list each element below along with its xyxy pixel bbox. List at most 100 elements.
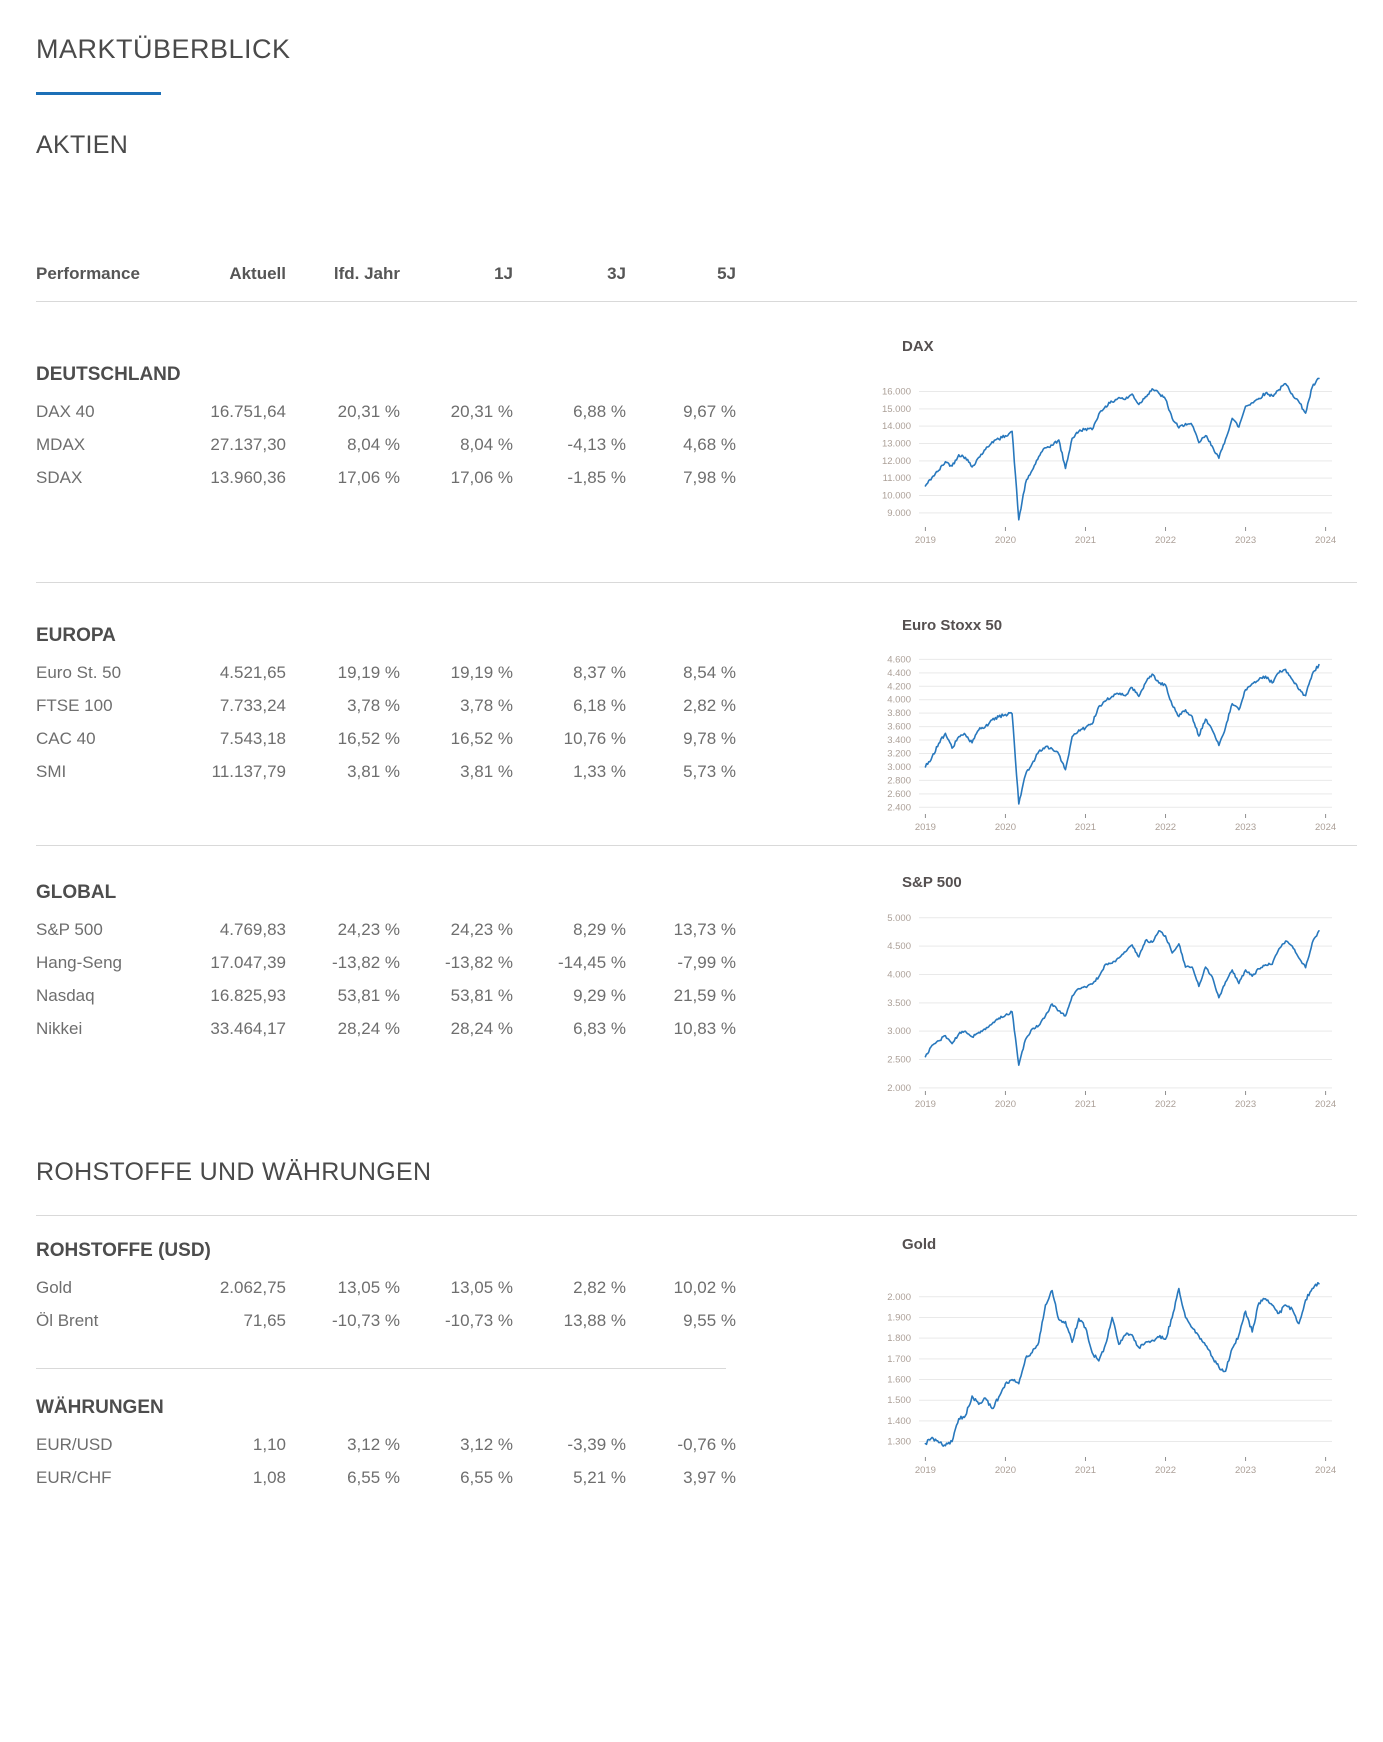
svg-text:2023: 2023 <box>1235 535 1256 546</box>
cell-1j: 24,23 % <box>450 920 513 939</box>
svg-text:2.800: 2.800 <box>887 775 911 786</box>
svg-text:2022: 2022 <box>1155 1465 1176 1476</box>
section-title-deutschland: DEUTSCHLAND <box>36 364 181 385</box>
chart-canvas-sp500: 5.000 4.500 4.000 3.500 3.000 2.500 2.000 2019 2… <box>794 903 1357 1115</box>
row-label: DAX 40 <box>36 402 95 421</box>
cell-aktuell: 1,10 <box>252 1435 286 1454</box>
svg-text:2021: 2021 <box>1075 1099 1096 1110</box>
svg-text:4.500: 4.500 <box>887 941 911 952</box>
cell-aktuell: 4.769,83 <box>219 920 286 939</box>
row-label: Öl Brent <box>36 1311 99 1330</box>
cell-lfd-jahr: 3,81 % <box>347 762 400 781</box>
svg-text:2021: 2021 <box>1075 822 1096 833</box>
col-header-1j: 1J <box>494 264 513 283</box>
svg-text:2019: 2019 <box>915 535 936 546</box>
cell-3j: 6,18 % <box>573 696 626 715</box>
chart-canvas-dax: 16.000 15.000 14.000 13.000 12.000 11.000 10.0… <box>794 367 1357 551</box>
svg-text:4.600: 4.600 <box>887 654 911 665</box>
cell-3j: 5,21 % <box>573 1468 626 1487</box>
cell-lfd-jahr: 6,55 % <box>347 1468 400 1487</box>
cell-5j: 3,97 % <box>683 1468 736 1487</box>
table-row: DAX 40 16.751,64 20,31 % 20,31 % 6,88 % … <box>36 402 736 435</box>
cell-lfd-jahr: 19,19 % <box>337 663 400 682</box>
cell-3j: 8,29 % <box>573 920 626 939</box>
page-title: MARKTÜBERBLICK <box>36 34 291 64</box>
svg-text:2019: 2019 <box>915 1099 936 1110</box>
cell-1j: -10,73 % <box>444 1311 513 1330</box>
cell-lfd-jahr: -10,73 % <box>331 1311 400 1330</box>
svg-text:3.500: 3.500 <box>887 998 911 1009</box>
cell-aktuell: 7.733,24 <box>219 696 286 715</box>
svg-text:2020: 2020 <box>995 535 1016 546</box>
row-label: FTSE 100 <box>36 696 113 715</box>
table-row: FTSE 100 7.733,24 3,78 % 3,78 % 6,18 % 2… <box>36 696 736 729</box>
svg-text:4.000: 4.000 <box>887 969 911 980</box>
table-row: Euro St. 50 4.521,65 19,19 % 19,19 % 8,3… <box>36 663 736 696</box>
cell-5j: 2,82 % <box>683 696 736 715</box>
svg-text:4.000: 4.000 <box>887 695 911 706</box>
cell-1j: 20,31 % <box>450 402 513 421</box>
cell-3j: 13,88 % <box>563 1311 626 1330</box>
divider <box>36 582 1357 583</box>
sp500-chart: S&P 500 5.000 4.500 4.000 3.500 3.000 2.500 2.… <box>794 846 1357 1124</box>
cell-1j: 17,06 % <box>450 468 513 487</box>
section-title-waehrungen: WÄHRUNGEN <box>36 1397 164 1418</box>
col-header-aktuell: Aktuell <box>229 264 286 283</box>
cell-lfd-jahr: 13,05 % <box>337 1278 400 1297</box>
divider <box>36 1368 726 1369</box>
table-row: EUR/USD 1,10 3,12 % 3,12 % -3,39 % -0,76… <box>36 1435 736 1468</box>
cell-3j: 1,33 % <box>573 762 626 781</box>
cell-aktuell: 71,65 <box>243 1311 286 1330</box>
svg-text:2.600: 2.600 <box>887 789 911 800</box>
cell-aktuell: 13.960,36 <box>210 468 286 487</box>
cell-lfd-jahr: 53,81 % <box>337 986 400 1005</box>
svg-text:1.500: 1.500 <box>887 1395 911 1406</box>
svg-text:2020: 2020 <box>995 822 1016 833</box>
cell-1j: 3,78 % <box>460 696 513 715</box>
cell-5j: 9,55 % <box>683 1311 736 1330</box>
table-row: MDAX 27.137,30 8,04 % 8,04 % -4,13 % 4,6… <box>36 435 736 468</box>
aktien-heading: AKTIEN <box>36 131 129 159</box>
svg-text:2019: 2019 <box>915 822 936 833</box>
svg-text:2022: 2022 <box>1155 822 1176 833</box>
cell-1j: 8,04 % <box>460 435 513 454</box>
col-header-lfd-jahr: lfd. Jahr <box>333 264 400 283</box>
gold-chart: Gold 2.000 1.900 1.800 1.700 1.600 1.500 1.400… <box>794 1216 1357 1702</box>
col-header-5j: 5J <box>717 264 736 283</box>
svg-text:9.000: 9.000 <box>887 508 911 519</box>
svg-text:1.700: 1.700 <box>887 1354 911 1365</box>
cell-3j: -14,45 % <box>557 953 626 972</box>
col-header-performance: Performance <box>36 264 140 283</box>
svg-text:15.000: 15.000 <box>882 404 911 415</box>
row-label: SMI <box>36 762 67 781</box>
band-rohstoffe-waehrungen: ROHSTOFFE (USD) Gold 2.062,75 13,05 % 13… <box>36 1216 1357 1702</box>
svg-text:5.000: 5.000 <box>887 913 911 924</box>
svg-text:1.600: 1.600 <box>887 1375 911 1386</box>
cell-3j: -1,85 % <box>567 468 626 487</box>
col-header-3j: 3J <box>607 264 626 283</box>
cell-1j: 6,55 % <box>460 1468 513 1487</box>
svg-text:12.000: 12.000 <box>882 456 911 467</box>
svg-text:2.000: 2.000 <box>887 1083 911 1094</box>
svg-text:10.000: 10.000 <box>882 491 911 502</box>
band-europa: EUROPA Euro St. 50 4.521,65 19,19 % 19,1… <box>36 583 1357 845</box>
svg-text:2021: 2021 <box>1075 1465 1096 1476</box>
table-row: Gold 2.062,75 13,05 % 13,05 % 2,82 % 10,… <box>36 1278 736 1311</box>
row-label: Hang-Seng <box>36 953 123 972</box>
row-label: SDAX <box>36 468 83 487</box>
svg-text:3.600: 3.600 <box>887 722 911 733</box>
chart-canvas-eurostoxx: 4.600 4.400 4.200 4.000 3.800 3.600 3.400 3.200… <box>794 646 1357 838</box>
cell-5j: -0,76 % <box>677 1435 736 1454</box>
cell-aktuell: 1,08 <box>252 1468 286 1487</box>
svg-text:1.400: 1.400 <box>887 1416 911 1427</box>
table-row: Öl Brent 71,65 -10,73 % -10,73 % 13,88 %… <box>36 1311 736 1344</box>
table-row: SMI 11.137,79 3,81 % 3,81 % 1,33 % 5,73 … <box>36 762 736 795</box>
svg-text:3.400: 3.400 <box>887 735 911 746</box>
svg-text:2024: 2024 <box>1315 822 1336 833</box>
cell-5j: 10,83 % <box>673 1019 736 1038</box>
divider <box>36 1215 1357 1216</box>
svg-text:2023: 2023 <box>1235 1099 1256 1110</box>
svg-text:2020: 2020 <box>995 1465 1016 1476</box>
row-label: MDAX <box>36 435 86 454</box>
